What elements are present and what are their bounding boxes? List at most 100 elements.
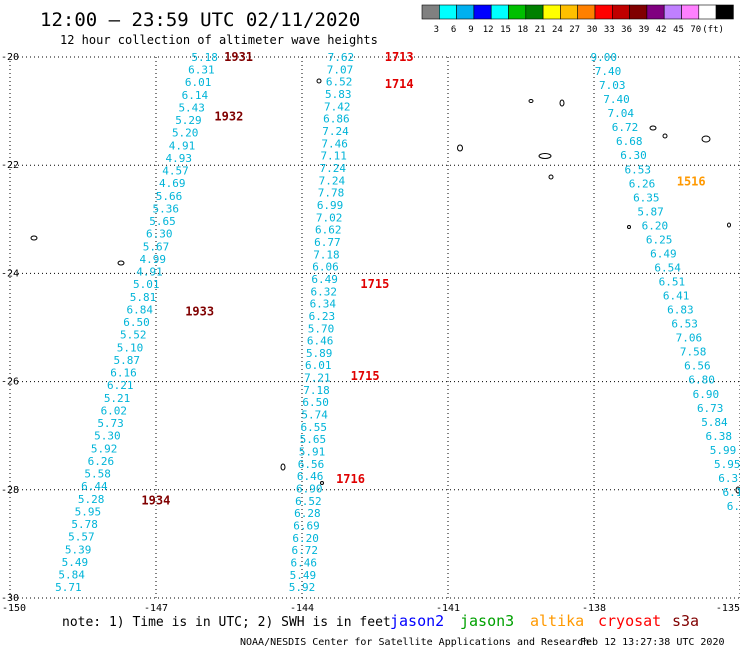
- wave-height-value: 7.02: [316, 211, 343, 224]
- island-outlines: [30, 78, 740, 494]
- wave-height-value: 6.46: [297, 470, 324, 483]
- time-label: 1716: [336, 472, 365, 486]
- wave-height-value: 5.71: [55, 581, 82, 594]
- track-1: 5.186.316.016.145.435.295.204.914.934.57…: [55, 51, 218, 594]
- wave-height-value: 5.78: [71, 518, 98, 531]
- time-label: 1933: [185, 304, 214, 318]
- time-label: 1516: [677, 174, 706, 188]
- wave-height-value: 5.87: [637, 205, 664, 218]
- wave-height-value: 6.25: [727, 500, 740, 513]
- x-tick-label: -135: [716, 603, 740, 614]
- legend-label: 39: [638, 25, 649, 35]
- wave-height-value: 5.65: [149, 215, 176, 228]
- axis-tick-labels: -150 -147 -144 -141 -138 -135 -20 -22 -24 -26 -28 -…: [1, 52, 740, 614]
- x-tick-label: -144: [290, 603, 314, 614]
- wave-height-value: 5.91: [299, 446, 326, 459]
- legend-swatch: [508, 4, 527, 20]
- wave-height-value: 7.24: [322, 125, 349, 138]
- island: [528, 99, 534, 103]
- legend-swatch: [715, 4, 734, 20]
- wave-height-value: 6.01: [185, 76, 212, 89]
- wave-height-value: 6.56: [684, 360, 711, 373]
- wave-height-value: 4.91: [136, 266, 163, 279]
- wave-height-value: 7.42: [324, 100, 351, 113]
- island: [280, 463, 286, 471]
- track-3: 9.007.407.037.407.046.726.686.306.536.26…: [590, 51, 740, 513]
- wave-height-value: 5.30: [94, 430, 121, 443]
- wave-height-value: 6.49: [311, 273, 338, 286]
- island: [457, 144, 463, 152]
- wave-height-value: 6.77: [314, 236, 341, 249]
- wave-height-value: 6.54: [654, 261, 681, 274]
- island: [701, 135, 711, 143]
- legend-label: 27: [569, 25, 580, 35]
- wave-height-value: 6.28: [294, 507, 321, 520]
- wave-height-value: 6.14: [722, 486, 740, 499]
- satellite-legend: jason2 jason3 altika cryosat s3a: [390, 612, 699, 630]
- legend-swatch: [646, 4, 665, 20]
- wave-height-value: 5.92: [289, 581, 316, 594]
- wave-height-value: 5.89: [306, 347, 333, 360]
- wave-height-value: 5.36: [152, 202, 179, 215]
- y-tick-label: -24: [1, 268, 19, 279]
- wave-height-value: 6.49: [650, 247, 677, 260]
- wave-height-value: 5.01: [133, 278, 160, 291]
- legend-label: 9: [468, 25, 473, 35]
- legend-swatch: [560, 4, 579, 20]
- wave-height-value: 5.29: [175, 114, 202, 127]
- legend: 3 6 9 12 15 18 21 24 27 30 33 36 39 42 45 70 (ft): [421, 4, 734, 35]
- legend-swatch: [629, 4, 648, 20]
- y-tick-label: -20: [1, 52, 19, 63]
- wave-height-value: 6.83: [667, 304, 694, 317]
- legend-swatch: [594, 4, 613, 20]
- wave-height-value: 6.20: [642, 219, 669, 232]
- island: [559, 99, 565, 107]
- wave-height-value: 6.90: [693, 388, 720, 401]
- satellite-name: cryosat: [598, 612, 661, 630]
- legend-swatch: [438, 4, 457, 20]
- wave-height-value: 5.99: [710, 444, 737, 457]
- wave-height-value: 6.53: [671, 318, 698, 331]
- wave-height-value: 7.24: [320, 162, 347, 175]
- wave-height-value: 7.11: [320, 150, 347, 163]
- legend-swatch: [456, 4, 475, 20]
- satellite-name: jason2: [390, 612, 444, 630]
- x-tick-label: -141: [436, 603, 460, 614]
- wave-height-value: 7.46: [321, 137, 348, 150]
- wave-height-value: 6.73: [697, 402, 724, 415]
- time-label: 1934: [141, 494, 170, 508]
- wave-height-value: 7.24: [319, 174, 346, 187]
- legend-swatch: [698, 4, 717, 20]
- wave-height-value: 6.02: [101, 404, 128, 417]
- wave-height-value: 7.40: [595, 65, 622, 78]
- time-label: 1714: [385, 77, 414, 91]
- island: [627, 225, 631, 229]
- island: [727, 222, 731, 228]
- wave-height-value: 6.44: [81, 480, 108, 493]
- grid: [9, 56, 740, 599]
- wave-height-value: 6.38: [705, 430, 732, 443]
- wave-height-value: 6.51: [659, 276, 686, 289]
- wave-height-value: 6.30: [146, 228, 173, 241]
- y-tick-label: -30: [1, 593, 19, 604]
- wave-height-value: 7.07: [327, 63, 354, 76]
- wave-height-value: 5.43: [178, 101, 205, 114]
- wave-height-value: 5.10: [117, 341, 144, 354]
- island: [117, 260, 125, 266]
- wave-height-value: 5.21: [104, 392, 131, 405]
- wave-height-value: 7.18: [303, 384, 330, 397]
- island: [316, 78, 322, 84]
- wave-height-value: 5.52: [120, 329, 147, 342]
- time-label: 1932: [214, 110, 243, 124]
- island: [320, 481, 324, 485]
- chart-subtitle: 12 hour collection of altimeter wave hei…: [60, 33, 378, 47]
- legend-swatch: [525, 4, 544, 20]
- wave-height-value: 4.91: [169, 139, 196, 152]
- wave-height-value: 6.26: [88, 455, 115, 468]
- wave-height-value: 5.67: [143, 240, 170, 253]
- wave-height-value: 5.28: [78, 493, 105, 506]
- wave-height-value: 6.62: [315, 224, 342, 237]
- wave-height-value: 9.00: [590, 51, 617, 64]
- wave-height-value: 6.52: [326, 76, 353, 89]
- wave-height-value: 6.32: [310, 285, 337, 298]
